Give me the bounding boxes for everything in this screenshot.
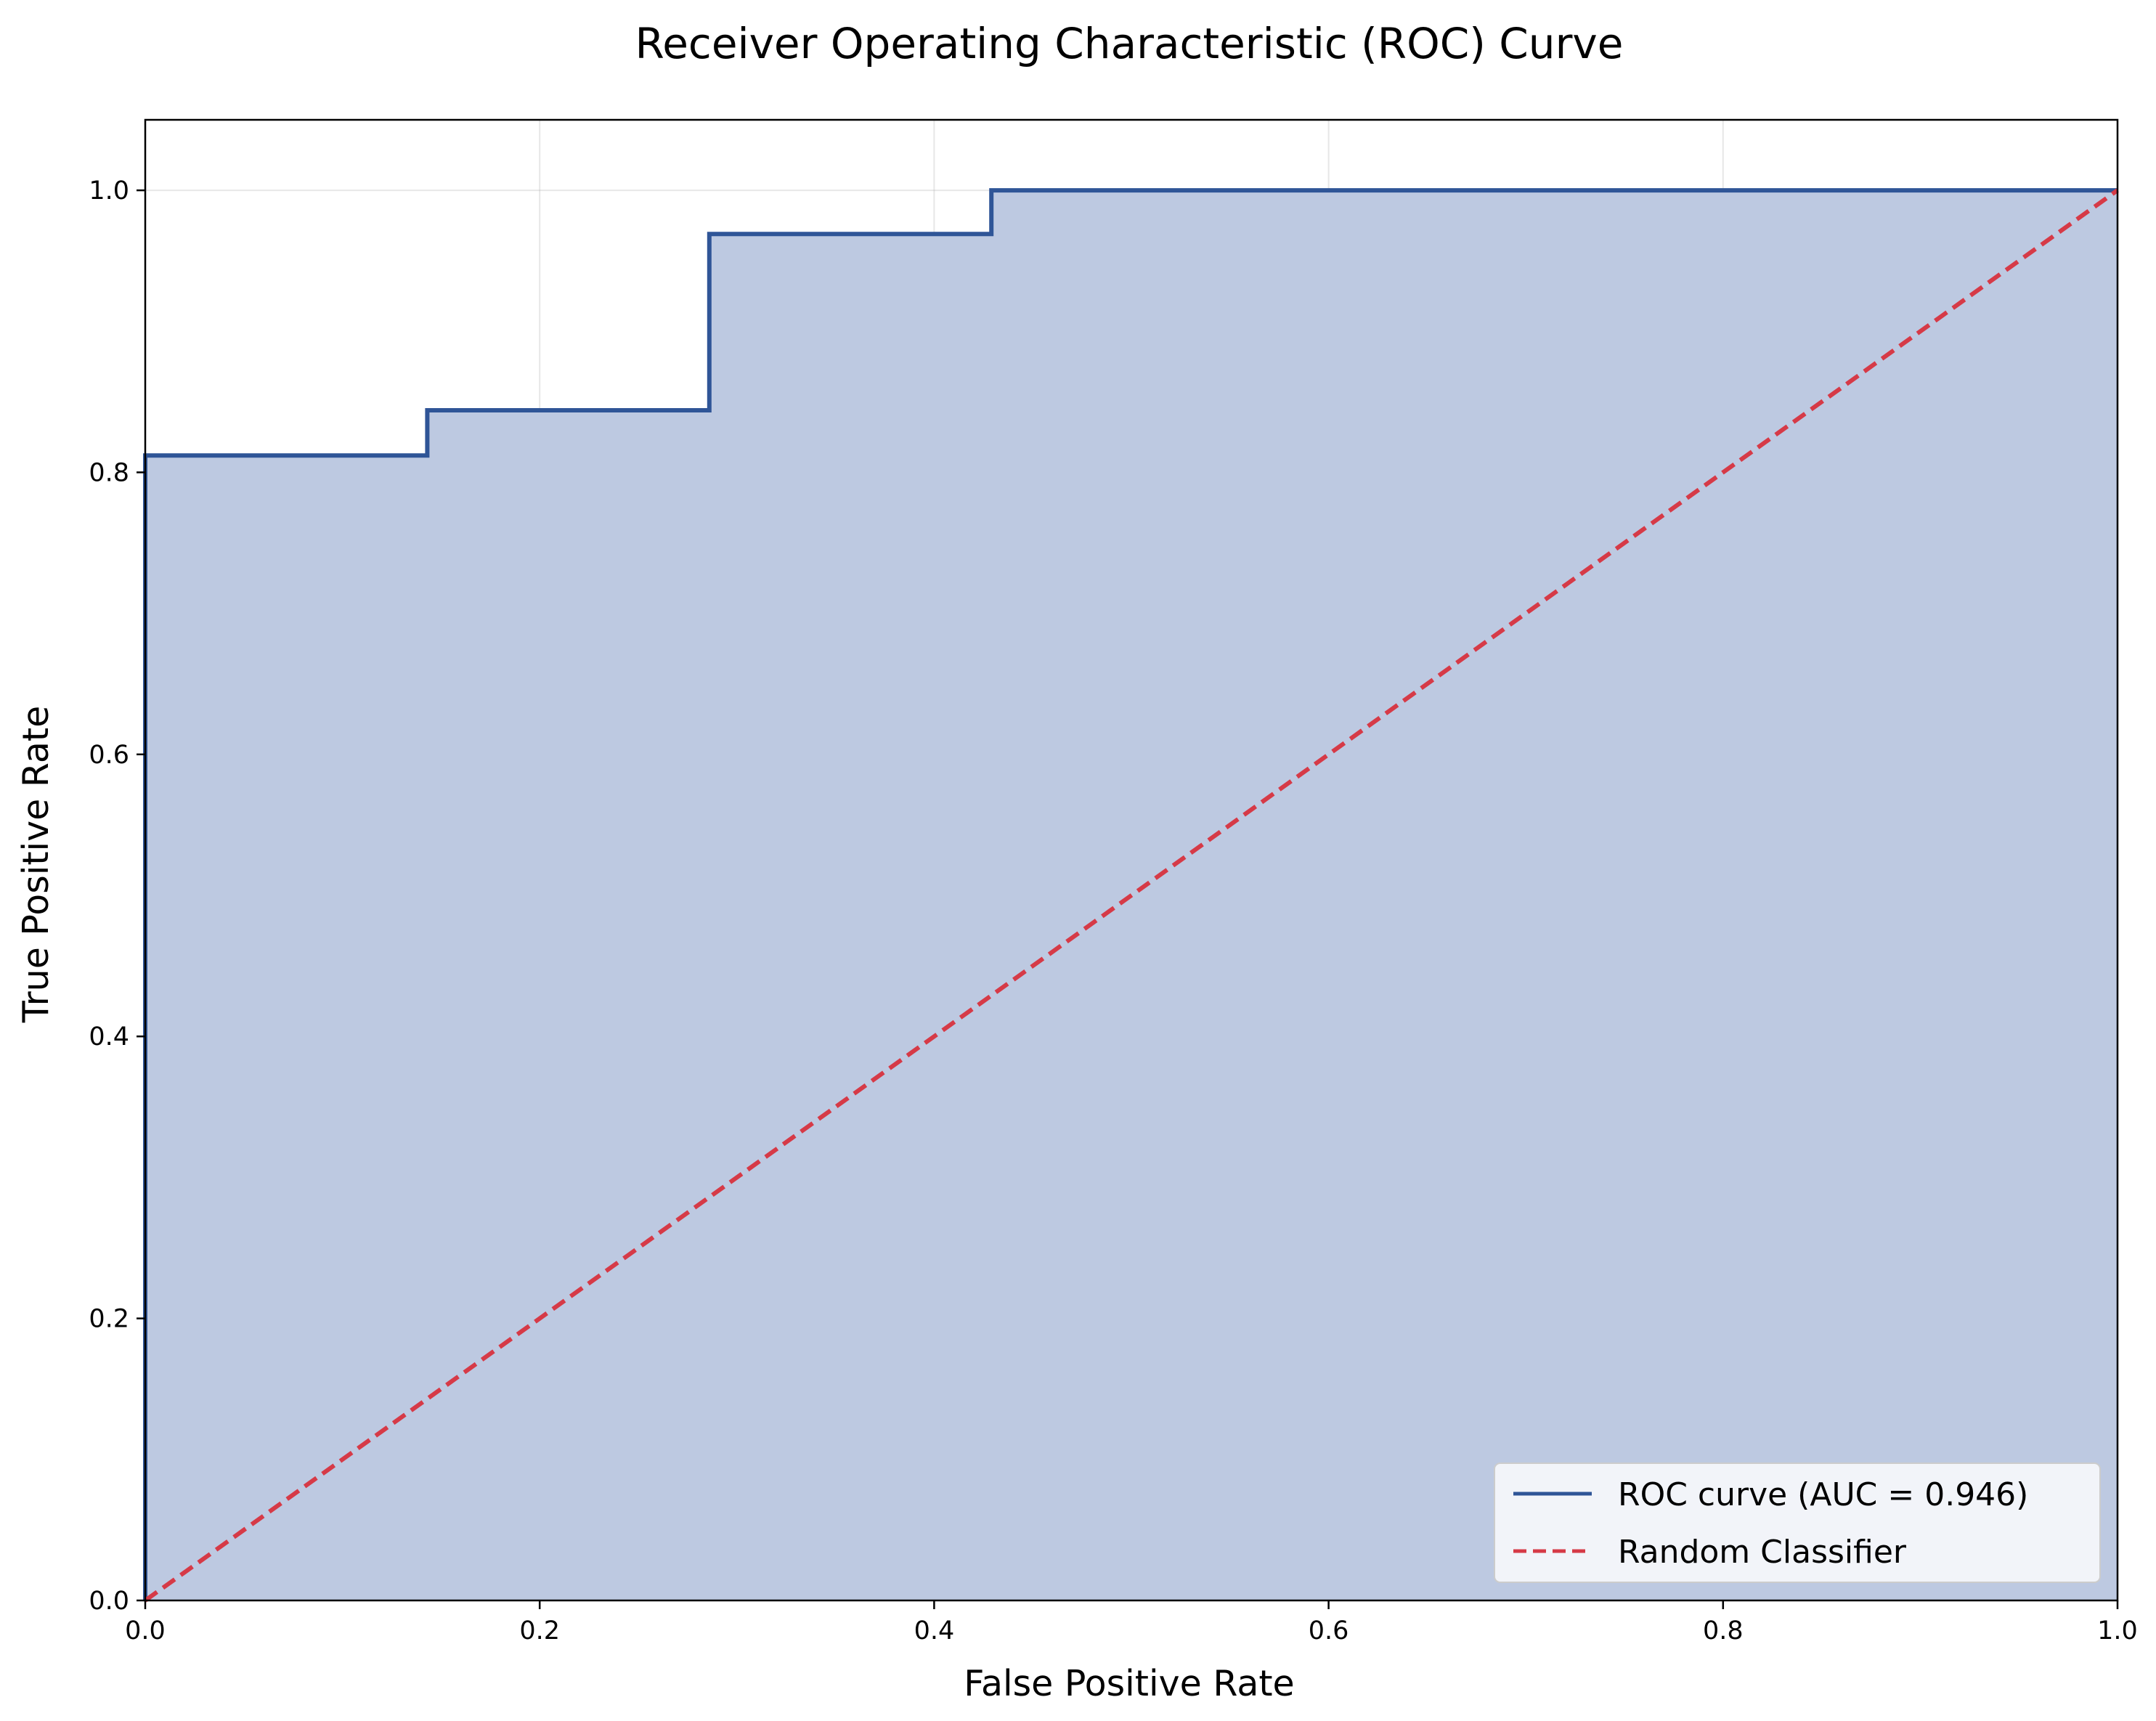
plot-frame <box>144 118 2119 1602</box>
x-tick-label: 0.2 <box>519 1616 560 1645</box>
legend-label-roc: ROC curve (AUC = 0.946) <box>1618 1476 2028 1513</box>
y-tick-label: 0.0 <box>89 1587 129 1616</box>
chart-title: Receiver Operating Characteristic (ROC) … <box>635 19 1624 68</box>
x-tick-label: 0.0 <box>125 1616 166 1645</box>
y-tick-label: 0.2 <box>89 1305 129 1334</box>
roc-curve-line <box>143 188 2118 1600</box>
y-tick-label: 1.0 <box>89 176 129 206</box>
y-tick-label: 0.4 <box>89 1022 129 1051</box>
x-tick-label: 0.4 <box>914 1616 955 1645</box>
y-axis-ticks: 0.0 0.2 0.4 0.6 0.8 1.0 <box>89 176 145 1616</box>
legend-label-random: Random Classifier <box>1618 1534 1907 1571</box>
x-tick-label: 0.8 <box>1703 1616 1744 1645</box>
y-tick-label: 0.6 <box>89 741 129 770</box>
x-axis-label: False Positive Rate <box>964 1663 1294 1704</box>
x-tick-label: 0.6 <box>1309 1616 1349 1645</box>
legend-box <box>1494 1462 2101 1583</box>
series-lines <box>143 188 2119 1603</box>
x-tick-label: 1.0 <box>2097 1616 2138 1645</box>
y-axis-label: True Positive Rate <box>15 706 57 1023</box>
legend: ROC curve (AUC = 0.946) Random Classifie… <box>1494 1462 2101 1583</box>
x-axis-ticks: 0.0 0.2 0.4 0.6 0.8 1.0 <box>125 1600 2138 1645</box>
random-classifier-line <box>144 188 2119 1603</box>
y-tick-label: 0.8 <box>89 458 129 487</box>
